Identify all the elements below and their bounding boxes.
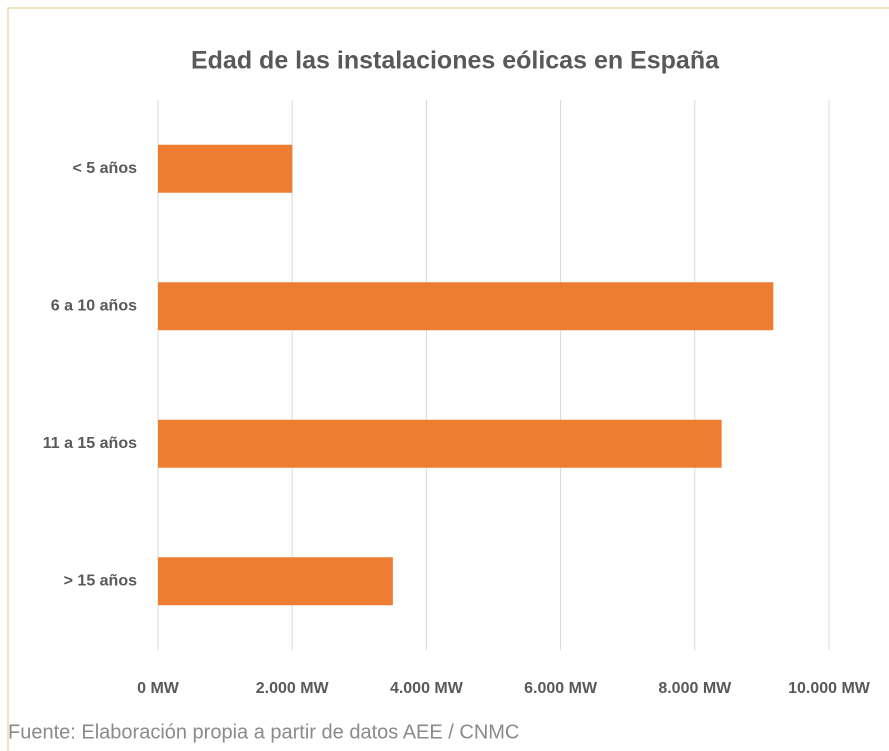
bar <box>158 557 393 606</box>
y-tick-label: < 5 años <box>73 160 138 177</box>
bar <box>158 144 293 193</box>
bar <box>158 419 722 468</box>
x-tick-label: 6.000 MW <box>524 680 598 697</box>
x-tick-label: 8.000 MW <box>658 680 732 697</box>
y-tick-label: 6 a 10 años <box>51 297 137 314</box>
x-tick-label: 2.000 MW <box>256 680 330 697</box>
y-tick-label: > 15 años <box>64 572 137 589</box>
chart-title: Edad de las instalaciones eólicas en Esp… <box>191 47 720 75</box>
x-tick-label: 0 MW <box>137 680 180 697</box>
source: Fuente: Elaboración propia a partir de d… <box>8 721 519 743</box>
bar <box>158 282 774 331</box>
x-tick-label: 4.000 MW <box>390 680 464 697</box>
y-tick-label: 11 a 15 años <box>43 435 137 452</box>
x-tick-label: 10.000 MW <box>788 680 871 697</box>
frame <box>7 7 889 751</box>
